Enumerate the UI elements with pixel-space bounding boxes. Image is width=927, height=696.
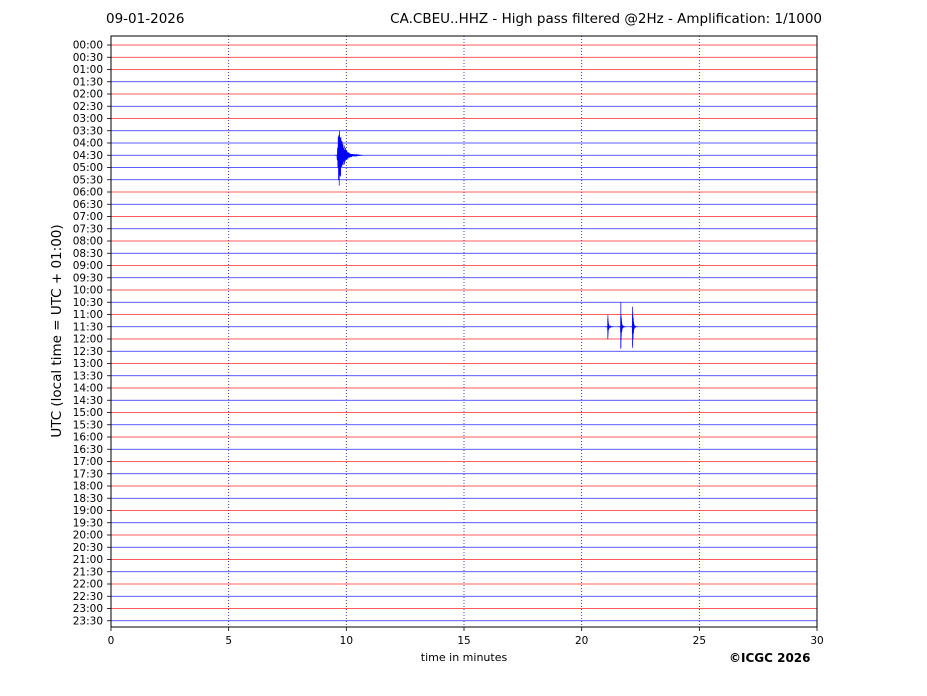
y-tick-label: 17:30 <box>73 468 103 480</box>
y-tick-label: 20:00 <box>73 530 103 542</box>
y-tick-label: 09:30 <box>73 272 103 284</box>
x-ticks: 0 5 10 15 20 25 30 <box>108 627 824 647</box>
x-tick-label: 10 <box>340 635 353 647</box>
y-tick-label: 09:00 <box>73 260 103 272</box>
date-label: 09-01-2026 <box>106 11 185 27</box>
y-tick-label: 23:30 <box>73 615 103 627</box>
y-tick-label: 16:00 <box>73 432 103 444</box>
y-tick-label: 02:30 <box>73 101 103 113</box>
y-tick-label: 15:30 <box>73 419 103 431</box>
y-tick-label: 22:30 <box>73 591 103 603</box>
y-tick-label: 19:00 <box>73 505 103 517</box>
y-ticks: 00:0000:3001:0001:3002:0002:3003:0003:30… <box>73 40 111 627</box>
y-tick-label: 13:30 <box>73 370 103 382</box>
y-tick-label: 08:00 <box>73 236 103 248</box>
x-tick-label: 20 <box>575 635 588 647</box>
plot-frame <box>110 35 818 628</box>
x-tick-label: 30 <box>810 635 823 647</box>
y-tick-label: 08:30 <box>73 248 103 260</box>
y-tick-label: 02:00 <box>73 89 103 101</box>
y-tick-label: 15:00 <box>73 407 103 419</box>
y-tick-label: 01:30 <box>73 76 103 88</box>
y-tick-label: 04:30 <box>73 150 103 162</box>
x-axis-label: time in minutes <box>420 651 508 664</box>
y-tick-label: 03:00 <box>73 113 103 125</box>
y-tick-label: 21:30 <box>73 566 103 578</box>
y-tick-label: 00:30 <box>73 52 103 64</box>
event-waveform-1 <box>334 131 363 186</box>
y-tick-label: 14:00 <box>73 383 103 395</box>
y-tick-label: 10:00 <box>73 285 103 297</box>
event-waveform-2 <box>605 315 614 340</box>
grid-lines <box>228 36 700 627</box>
x-tick-label: 0 <box>108 635 115 647</box>
y-tick-label: 11:00 <box>73 309 103 321</box>
y-tick-label: 01:00 <box>73 64 103 76</box>
y-tick-label: 16:30 <box>73 444 103 456</box>
trace-lines <box>111 44 817 622</box>
x-tick-label: 5 <box>225 635 232 647</box>
chart-title: CA.CBEU..HHZ - High pass filtered @2Hz -… <box>390 11 822 27</box>
y-tick-label: 07:00 <box>73 211 103 223</box>
y-tick-label: 05:30 <box>73 174 103 186</box>
y-tick-label: 06:00 <box>73 187 103 199</box>
y-tick-label: 21:00 <box>73 554 103 566</box>
y-tick-label: 12:30 <box>73 346 103 358</box>
x-tick-label: 25 <box>693 635 706 647</box>
y-tick-label: 03:30 <box>73 125 103 137</box>
y-tick-label: 14:30 <box>73 395 103 407</box>
seismic-events <box>334 131 638 349</box>
y-tick-label: 10:30 <box>73 297 103 309</box>
y-tick-label: 11:30 <box>73 321 103 333</box>
y-tick-label: 00:00 <box>73 40 103 52</box>
y-tick-label: 17:00 <box>73 456 103 468</box>
event-waveform-3 <box>618 302 627 349</box>
y-tick-label: 20:30 <box>73 542 103 554</box>
y-tick-label: 12:00 <box>73 334 103 346</box>
y-tick-label: 05:00 <box>73 162 103 174</box>
y-tick-label: 22:00 <box>73 579 103 591</box>
y-tick-label: 19:30 <box>73 517 103 529</box>
x-tick-label: 15 <box>457 635 470 647</box>
y-tick-label: 23:00 <box>73 603 103 615</box>
y-tick-label: 13:00 <box>73 358 103 370</box>
y-tick-label: 07:30 <box>73 223 103 235</box>
y-tick-label: 18:30 <box>73 493 103 505</box>
y-tick-label: 18:00 <box>73 481 103 493</box>
y-tick-label: 06:30 <box>73 199 103 211</box>
copyright-label: ©ICGC 2026 <box>729 651 811 665</box>
event-waveform-4 <box>630 306 638 348</box>
y-tick-label: 04:00 <box>73 138 103 150</box>
